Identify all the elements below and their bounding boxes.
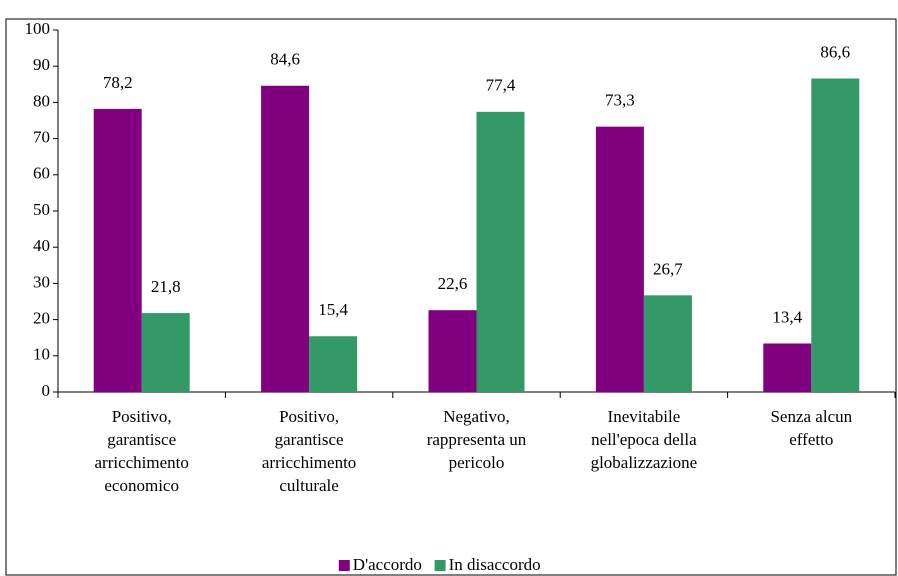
x-tick-label-line: economico [104, 476, 179, 495]
bar [476, 111, 525, 392]
bar [428, 310, 477, 392]
bar [309, 336, 358, 392]
x-tick-label: Positivo, garantisce arricchimento cultural… [262, 407, 356, 495]
y-tick-label: 20 [33, 309, 50, 328]
data-label: 26,7 [653, 259, 683, 278]
y-tick-label: 90 [33, 55, 50, 74]
x-tick-label: Inevitabile nell'epoca della globalizzazio… [591, 407, 698, 472]
x-tick-label-line: garantisce [275, 430, 344, 449]
data-label: 22,6 [438, 274, 468, 293]
data-label: 78,2 [103, 73, 133, 92]
data-label: 15,4 [318, 300, 348, 319]
data-label: 86,6 [820, 42, 850, 61]
y-tick-label: 60 [33, 164, 50, 183]
x-tick-label-line: garantisce [107, 430, 176, 449]
bar [595, 126, 644, 393]
x-tick-label-line: Inevitabile [608, 407, 681, 426]
x-tick-label-line: nell'epoca della [591, 430, 697, 449]
x-tick-label-line: globalizzazione [591, 453, 698, 472]
y-tick-label: 30 [33, 272, 50, 291]
legend-swatch [338, 560, 350, 571]
x-tick-label-line: effetto [789, 430, 833, 449]
legend-swatch [434, 560, 446, 571]
bar [763, 343, 812, 392]
y-tick-label: 10 [33, 345, 50, 364]
data-label: 13,4 [772, 307, 802, 326]
x-tick-label: Positivo, garantisce arricchimento economic… [94, 407, 188, 495]
x-tick-label-line: Senza alcun [770, 407, 852, 426]
x-tick-label: Senza alcun effetto [770, 407, 852, 449]
bar [93, 108, 142, 392]
bar [811, 78, 860, 393]
x-tick-label-line: Positivo, [279, 407, 339, 426]
x-tick-label-line: pericolo [449, 453, 505, 472]
x-tick-label-line: arricchimento [262, 453, 356, 472]
data-label: 77,4 [486, 76, 516, 95]
y-tick-label: 50 [33, 200, 50, 219]
bar [261, 85, 310, 393]
bar [141, 313, 190, 392]
data-label: 84,6 [270, 50, 300, 69]
bar [643, 295, 692, 392]
legend-label: In disaccordo [449, 555, 541, 574]
x-tick-label: Negativo, rappresenta un pericolo [427, 407, 527, 472]
legend-label: D'accordo [353, 555, 422, 574]
y-tick-label: 70 [33, 128, 50, 147]
x-tick-label-line: Positivo, [112, 407, 172, 426]
x-tick-label-line: rappresenta un [427, 430, 527, 449]
x-tick-label-line: culturale [279, 476, 338, 495]
chart-frame [5, 18, 897, 576]
y-tick-label: 0 [42, 381, 51, 400]
data-label: 73,3 [605, 91, 635, 110]
x-tick-label-line: arricchimento [94, 453, 188, 472]
x-tick-label-line: Negativo, [443, 407, 510, 426]
y-tick-label: 100 [25, 19, 51, 38]
data-label: 21,8 [151, 277, 181, 296]
y-tick-label: 40 [33, 236, 50, 255]
y-tick-label: 80 [33, 91, 50, 110]
